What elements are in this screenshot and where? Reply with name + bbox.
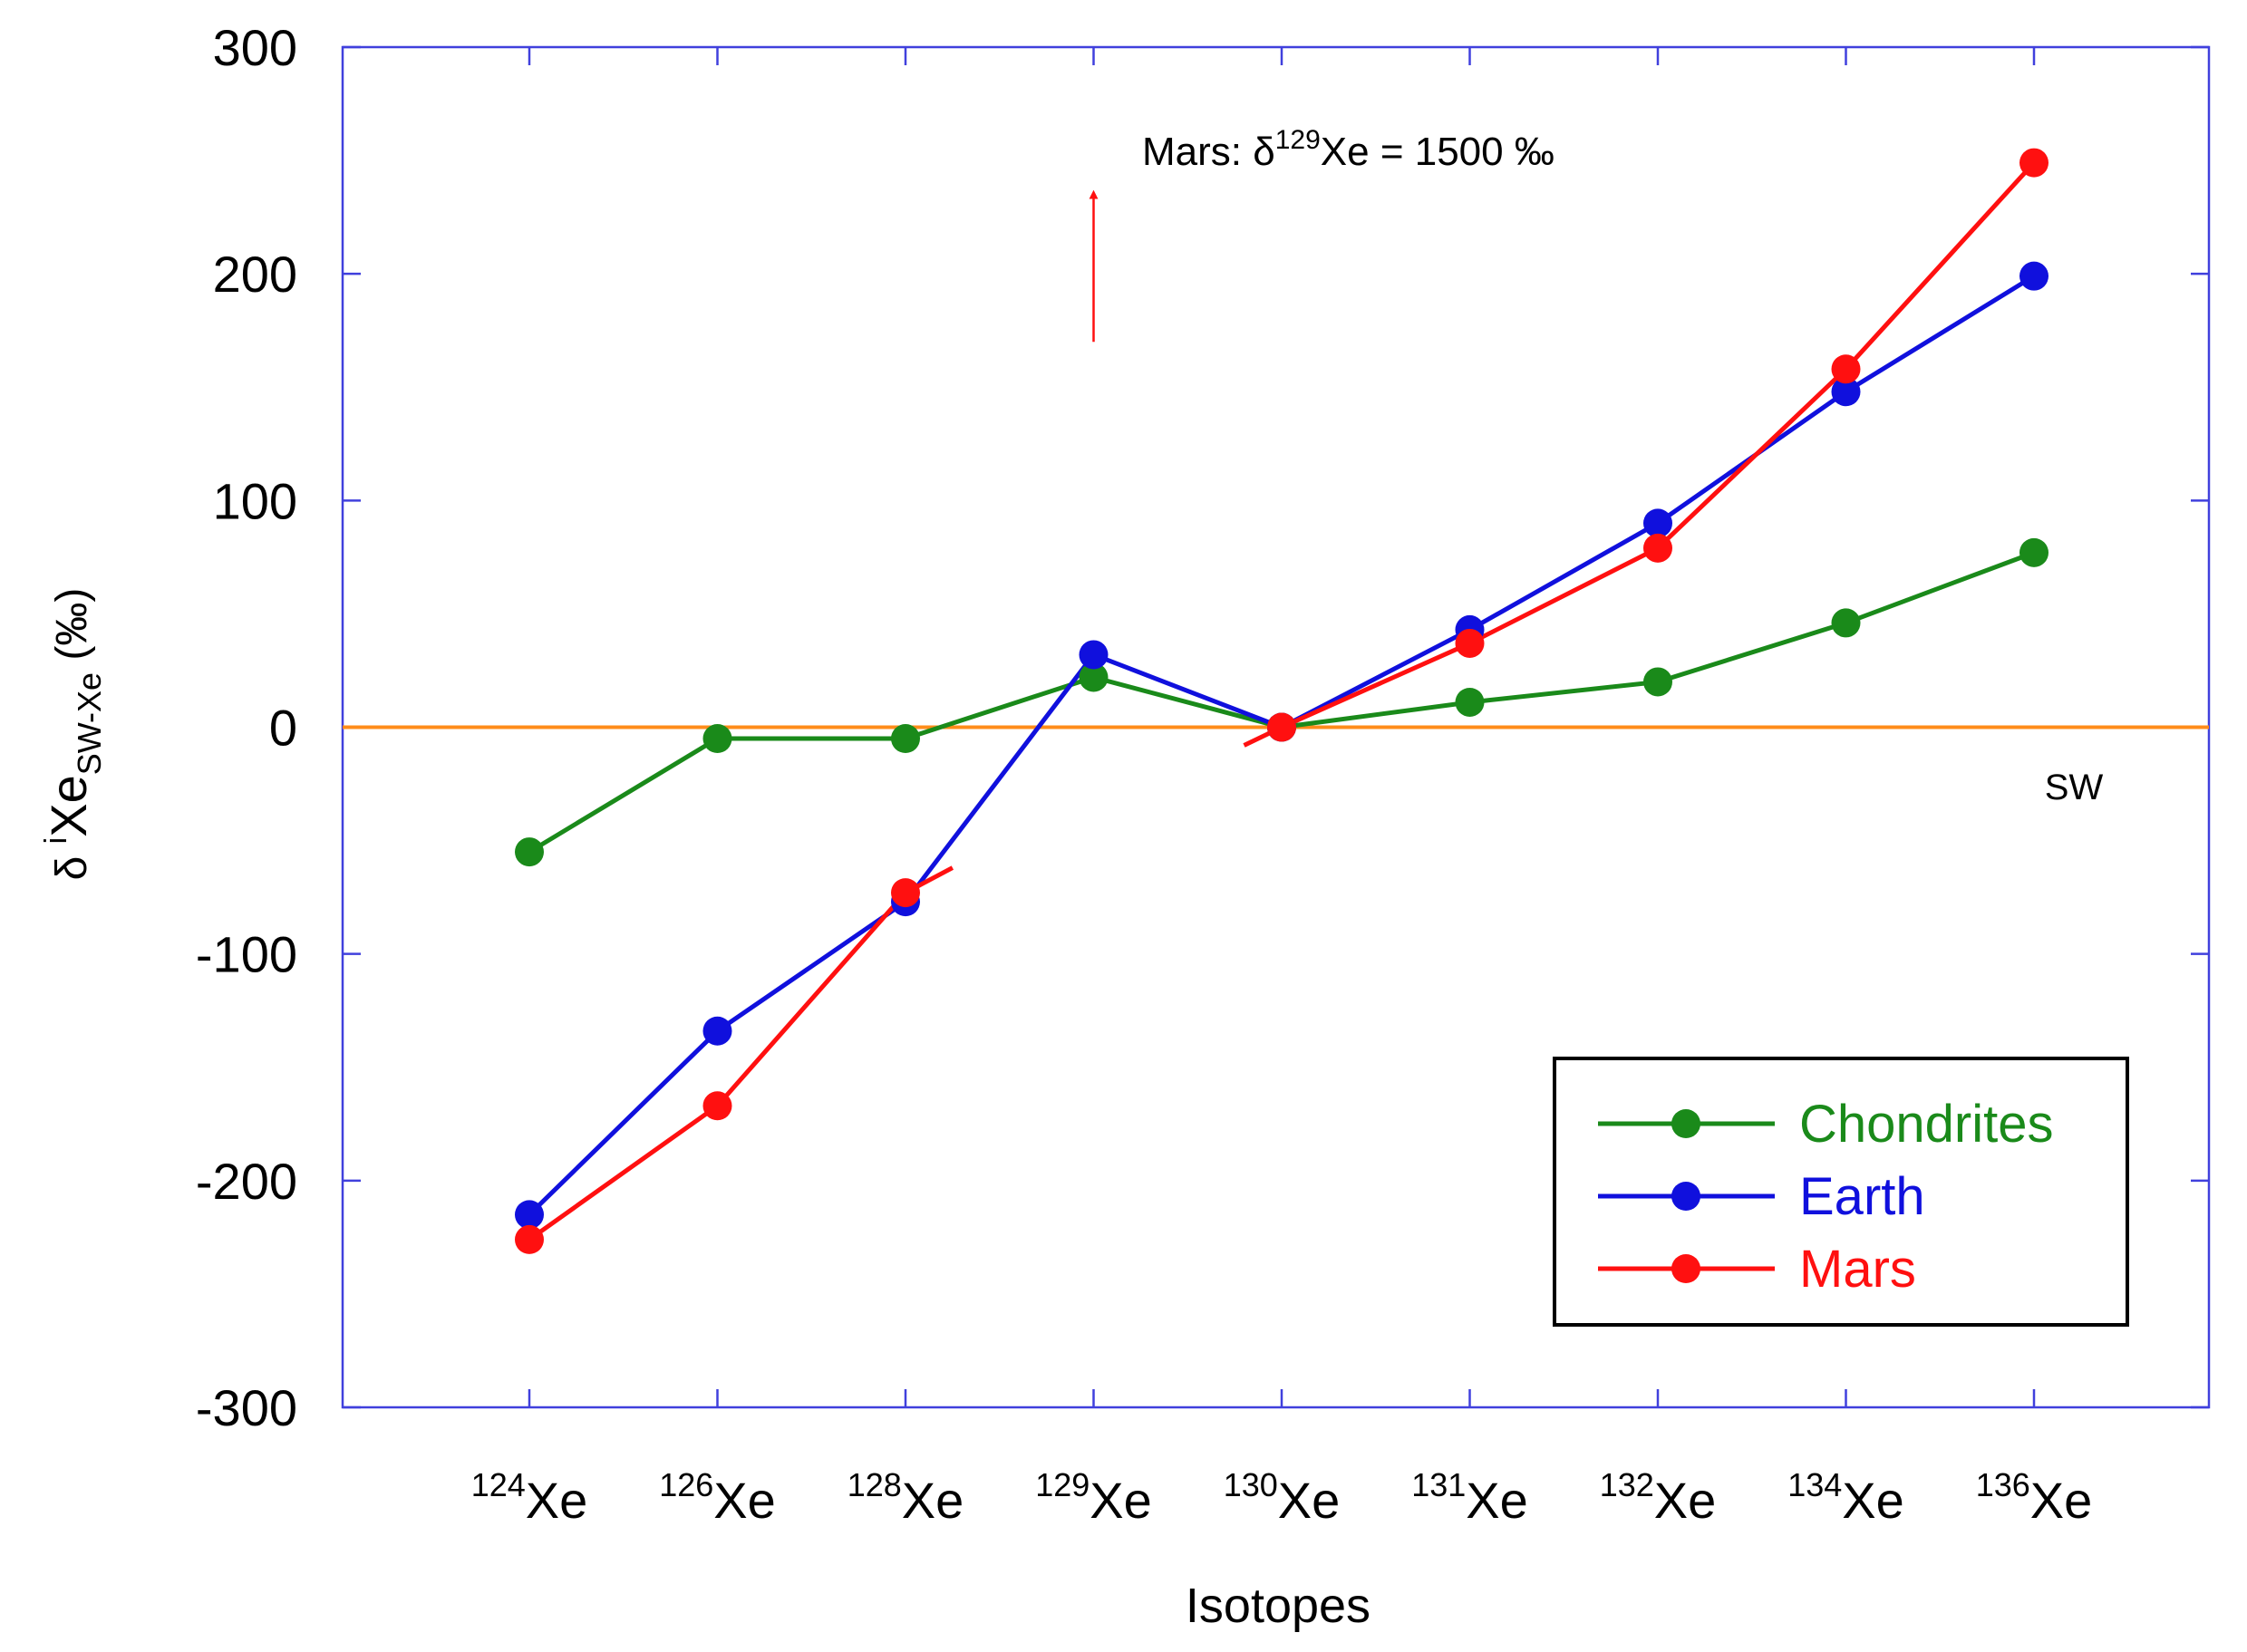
y-tick-label: -300: [196, 1379, 297, 1436]
x-tick-element: Xe: [902, 1472, 964, 1529]
x-tick-element: Xe: [1466, 1472, 1528, 1529]
legend-label-mars: Mars: [1799, 1240, 1916, 1299]
x-tick-label: 130Xe: [1224, 1466, 1341, 1529]
y-tick-label: 100: [213, 472, 297, 529]
data-point-earth: [1079, 640, 1109, 670]
y-tick-label: 0: [269, 700, 297, 757]
series-line-mars: [1280, 160, 2036, 729]
data-point-earth: [1831, 377, 1861, 407]
y-tick-label: 200: [213, 246, 297, 303]
legend-marker-mars: [1671, 1254, 1700, 1283]
x-tick-mass: 131: [1411, 1466, 1466, 1503]
x-tick-label: 132Xe: [1600, 1466, 1717, 1529]
x-tick-element: Xe: [713, 1472, 776, 1529]
data-point-earth: [515, 1200, 544, 1230]
y-label-unit: (‰): [48, 588, 96, 672]
data-point-earth: [1643, 508, 1672, 538]
y-tick-label: -100: [196, 926, 297, 983]
data-point-mars: [1831, 354, 1861, 384]
x-tick-label: 126Xe: [659, 1466, 776, 1529]
x-tick-label: 128Xe: [847, 1466, 964, 1529]
x-axis-label: Isotopes: [1186, 1579, 1370, 1633]
x-tick-element: Xe: [1654, 1472, 1717, 1529]
x-tick-element: Xe: [2030, 1472, 2093, 1529]
x-tick-element: Xe: [526, 1472, 588, 1529]
legend-marker-chondrites: [1671, 1109, 1700, 1138]
sw-reference-label: SW: [2045, 768, 2104, 807]
data-point-mars: [702, 1091, 732, 1121]
series-line-mars: [528, 891, 907, 1241]
x-tick-element: Xe: [1842, 1472, 1904, 1529]
y-tick-label: 300: [213, 19, 297, 76]
x-tick-element: Xe: [1090, 1472, 1152, 1529]
data-point-mars: [891, 878, 920, 908]
y-label-sup: i: [39, 837, 73, 845]
data-point-mars: [2019, 148, 2048, 178]
annotation-suffix: Xe = 1500 ‰: [1321, 130, 1554, 174]
x-tick-mass: 126: [659, 1466, 713, 1503]
data-point-earth: [702, 1016, 732, 1046]
data-point-chondrites: [891, 724, 920, 754]
y-label-prefix: δ: [48, 844, 96, 880]
mars-annotation-text: Mars: δ129Xe = 1500 ‰: [1142, 125, 1554, 174]
data-point-mars: [1455, 628, 1485, 658]
annotation-prefix: Mars: δ: [1142, 130, 1275, 174]
data-point-chondrites: [702, 724, 732, 754]
x-tick-mass: 132: [1600, 1466, 1654, 1503]
y-label-sub: SW-Xe: [71, 672, 108, 775]
data-point-chondrites: [515, 837, 544, 867]
data-point-mars: [1267, 712, 1296, 742]
legend-marker-earth: [1671, 1182, 1700, 1211]
data-point-chondrites: [1643, 667, 1672, 697]
data-point-earth: [2019, 261, 2048, 291]
data-point-mars: [1643, 533, 1672, 563]
x-tick-mass: 130: [1224, 1466, 1278, 1503]
x-tick-mass: 128: [847, 1466, 902, 1503]
data-point-mars: [515, 1224, 544, 1254]
x-tick-label: 134Xe: [1787, 1466, 1904, 1529]
y-tick-label: -200: [196, 1153, 297, 1210]
x-tick-label: 136Xe: [1976, 1466, 2093, 1529]
legend-label-earth: Earth: [1799, 1167, 1925, 1226]
x-tick-mass: 129: [1035, 1466, 1090, 1503]
x-tick-mass: 136: [1976, 1466, 2030, 1503]
data-point-chondrites: [1831, 608, 1861, 638]
data-point-chondrites: [2019, 537, 2048, 567]
series-line-chondrites: [528, 550, 2035, 855]
legend-box: [1553, 1057, 2129, 1327]
annotation-sup: 129: [1275, 125, 1321, 155]
data-point-chondrites: [1455, 687, 1485, 717]
data-point-chondrites: [1079, 662, 1109, 692]
x-tick-mass: 134: [1787, 1466, 1842, 1503]
x-tick-element: Xe: [1278, 1472, 1341, 1529]
x-tick-label: 129Xe: [1035, 1466, 1152, 1529]
y-label-main: Xe: [40, 775, 97, 837]
y-axis-label: δ iXeSW-Xe (‰): [39, 588, 108, 881]
x-tick-label: 131Xe: [1411, 1466, 1528, 1529]
legend-label-chondrites: Chondrites: [1799, 1095, 2053, 1154]
x-tick-mass: 124: [471, 1466, 526, 1503]
x-tick-label: 124Xe: [471, 1466, 588, 1529]
